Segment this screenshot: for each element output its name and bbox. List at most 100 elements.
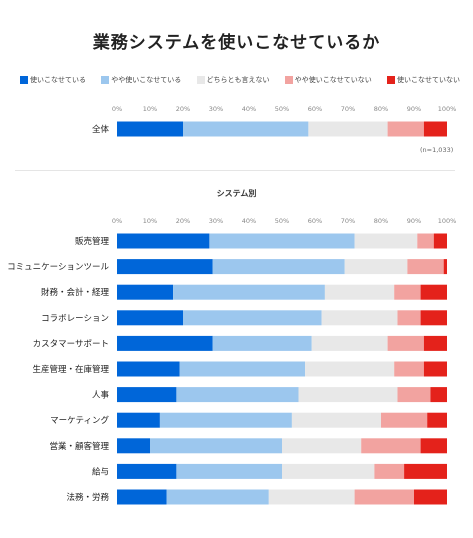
bar-segment [443,259,447,275]
bar-segment [212,259,345,275]
bar-segment [305,361,395,377]
bar-segment [324,284,395,300]
bar-segment [381,412,428,428]
sample-size-note: (n=1,033) [420,146,454,154]
bar-segment [397,387,431,403]
bar-segment [407,259,444,275]
bar-segment [298,387,398,403]
category-label: マーケティング [50,415,109,426]
legend-label: やや使いこなせている [111,76,182,84]
x-tick-label: 0% [112,105,122,113]
bar-segment [176,463,282,479]
bar-segment [117,121,183,137]
bar-segment [394,284,421,300]
bar-segment [117,489,167,505]
x-tick-label: 50% [275,217,289,225]
legend-swatch [101,76,110,84]
legend-label: 使いこなせている [30,76,86,84]
bar-segment [321,310,398,326]
category-label: 人事 [92,390,110,401]
x-tick-label: 70% [341,217,355,225]
x-tick-label: 10% [143,105,157,113]
chart-subtitle: システム別 [216,189,257,198]
x-tick-label: 0% [112,217,122,225]
legend-item: どちらとも言えない [196,73,270,87]
bar-segment [433,233,447,249]
bar-segment [268,489,355,505]
x-tick-label: 60% [308,105,322,113]
bar-segment [117,259,213,275]
legend-item: やや使いこなせている [101,73,181,87]
bar-segment [176,387,299,403]
legend-label: 使いこなせていない [397,76,460,84]
x-tick-label: 50% [275,105,289,113]
bar-segment [209,233,355,249]
bar-segment [374,463,405,479]
category-label: 営業・顧客管理 [49,441,109,452]
legend-label: やや使いこなせていない [294,76,372,84]
x-tick-label: 100% [438,105,457,113]
bar-segment [117,335,213,351]
legend-swatch [387,76,395,84]
bar-segment [308,121,388,137]
bar-segment [423,361,447,377]
bar-segment [173,284,325,300]
bar-segment [354,233,418,249]
bar-segment [430,387,447,403]
bar-segment [117,463,177,479]
bar-segment [117,361,180,377]
legend-swatch [284,76,293,84]
bar-segment [117,233,210,249]
category-label: カスタマーサポート [33,339,109,349]
bar-segment [354,489,414,505]
chart-title: 業務システムを使いこなせているか [92,33,381,53]
x-tick-label: 60% [308,217,322,225]
bar-segment [117,284,174,300]
legend-swatch [20,76,28,84]
bar-segment [183,310,322,326]
x-tick-label: 10% [143,217,157,225]
bar-segment [417,233,434,249]
bar-segment [179,361,306,377]
bar-segment [291,412,381,428]
category-label: 給与 [92,466,109,477]
bar-segment [117,310,183,326]
bar-segment [117,387,177,403]
bar-segment [150,438,282,454]
x-tick-label: 30% [209,217,223,225]
bar-segment [282,463,375,479]
category-label: 全体 [92,124,110,135]
bar-segment [166,489,269,505]
category-label: 生産管理・在庫管理 [32,364,109,375]
x-tick-label: 80% [374,217,388,225]
x-tick-label: 30% [209,105,223,113]
legend-item: 使いこなせていない [387,73,460,87]
bar-segment [117,412,160,428]
bar-segment [397,310,421,326]
bar-segment [420,284,447,300]
bar-segment [183,121,309,137]
legend-label: どちらとも言えない [206,76,270,84]
bar-segment [420,310,447,326]
bar-segment [387,121,424,137]
x-tick-label: 90% [407,105,421,113]
category-label: コラボレーション [41,314,109,324]
bar-segment [387,335,424,351]
bar-segment [361,438,421,454]
bar-segment [117,438,150,454]
x-tick-label: 90% [407,217,421,225]
x-tick-label: 100% [438,217,457,225]
category-label: 財務・会計・経理 [41,287,110,298]
legend-item: やや使いこなせていない [284,73,372,87]
x-tick-label: 80% [374,105,388,113]
category-label: 法務・労務 [66,492,109,503]
bar-segment [159,412,292,428]
legend: 使いこなせている やや使いこなせている どちらとも言えない やや使いこなせていな… [20,73,460,87]
bar-segment [414,489,447,505]
section-divider [15,170,455,171]
bar-segment [282,438,362,454]
bar-segment [344,259,408,275]
bar-segment [311,335,388,351]
bar-segment [404,463,447,479]
